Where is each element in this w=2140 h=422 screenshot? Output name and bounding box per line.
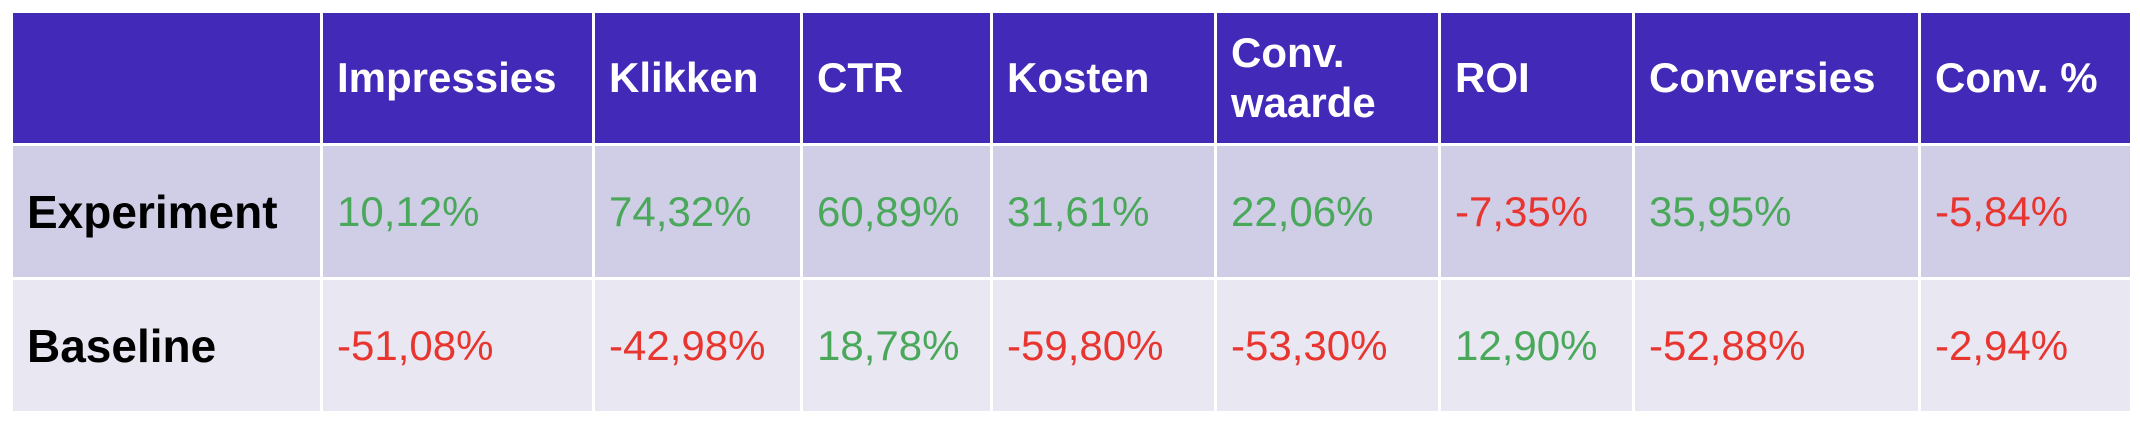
- row-label: Baseline: [10, 277, 323, 414]
- column-header: Kosten: [990, 10, 1217, 146]
- comparison-table: Impressies Klikken CTR Kosten Conv. waarde RO…: [10, 10, 2133, 414]
- column-header: Conv. waarde: [1214, 10, 1441, 146]
- data-cell: -53,30%: [1214, 277, 1441, 414]
- data-cell: -42,98%: [592, 277, 803, 414]
- data-cell: 22,06%: [1214, 143, 1441, 280]
- comparison-table-wrapper: Impressies Klikken CTR Kosten Conv. waarde RO…: [10, 10, 2133, 414]
- data-cell: 12,90%: [1438, 277, 1635, 414]
- header-row: Impressies Klikken CTR Kosten Conv. waarde RO…: [10, 10, 2133, 146]
- data-cell: -5,84%: [1918, 143, 2133, 280]
- table-row: Experiment 10,12% 74,32% 60,89% 31,61% 22,06%…: [10, 143, 2133, 280]
- row-label: Experiment: [10, 143, 323, 280]
- data-cell: -52,88%: [1632, 277, 1921, 414]
- data-cell: -7,35%: [1438, 143, 1635, 280]
- table-row: Baseline -51,08% -42,98% 18,78% -59,80% -53,3…: [10, 277, 2133, 414]
- column-header: Klikken: [592, 10, 803, 146]
- data-cell: 31,61%: [990, 143, 1217, 280]
- column-header: ROI: [1438, 10, 1635, 146]
- data-cell: 35,95%: [1632, 143, 1921, 280]
- header-corner-cell: [10, 10, 323, 146]
- data-cell: -59,80%: [990, 277, 1217, 414]
- data-cell: 18,78%: [800, 277, 993, 414]
- data-cell: -51,08%: [320, 277, 595, 414]
- column-header: CTR: [800, 10, 993, 146]
- column-header: Conv. %: [1918, 10, 2133, 146]
- data-cell: 10,12%: [320, 143, 595, 280]
- column-header: Conversies: [1632, 10, 1921, 146]
- data-cell: 74,32%: [592, 143, 803, 280]
- data-cell: 60,89%: [800, 143, 993, 280]
- table-body: Experiment 10,12% 74,32% 60,89% 31,61% 22,06%…: [10, 143, 2133, 414]
- column-header: Impressies: [320, 10, 595, 146]
- data-cell: -2,94%: [1918, 277, 2133, 414]
